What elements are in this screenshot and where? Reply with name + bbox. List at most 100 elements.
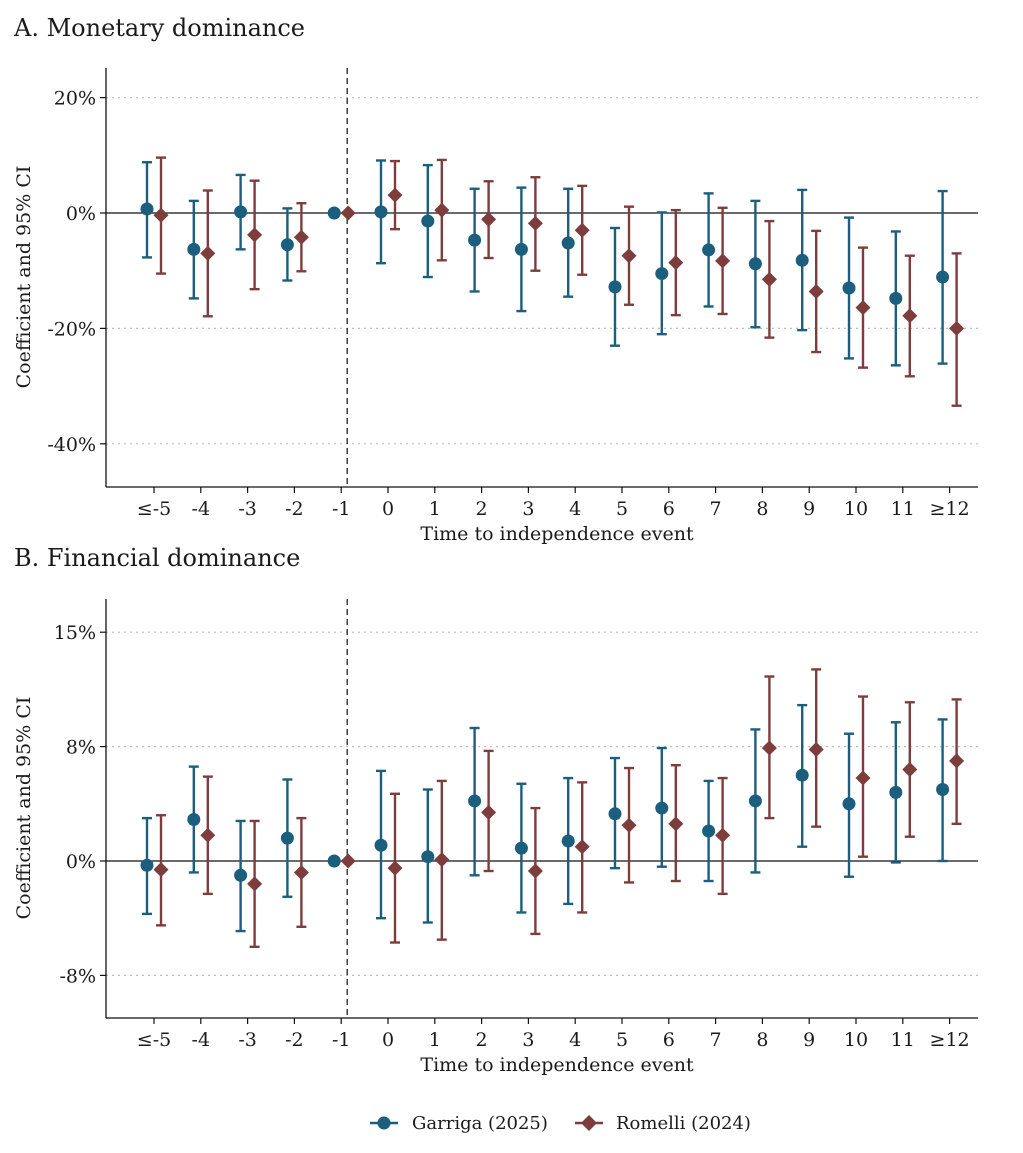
point-circle — [561, 834, 575, 848]
x-tick-label: 10 — [844, 498, 868, 520]
x-tick-label: 9 — [803, 1029, 815, 1051]
point-diamond — [293, 864, 309, 880]
legend-label-romelli: Romelli (2024) — [616, 1113, 751, 1134]
x-tick-label: 6 — [663, 1029, 675, 1051]
point-diamond — [527, 863, 543, 879]
point-diamond — [668, 816, 684, 832]
x-tick-label: 6 — [663, 498, 675, 520]
y-tick-label: 0% — [66, 203, 96, 225]
panel-b-y-axis-label: Coefficient and 95% CI — [13, 697, 35, 920]
x-tick-label: 1 — [429, 1029, 441, 1051]
point-diamond — [715, 253, 731, 269]
point-diamond — [808, 741, 824, 757]
point-circle — [748, 794, 762, 808]
point-diamond — [434, 852, 450, 868]
point-diamond — [434, 202, 450, 218]
x-tick-label: 3 — [522, 1029, 534, 1051]
x-tick-label: 5 — [616, 1029, 628, 1051]
y-tick-label: 0% — [66, 851, 96, 873]
x-tick-label: 7 — [710, 1029, 722, 1051]
point-circle — [795, 253, 809, 267]
point-circle — [655, 801, 669, 815]
point-diamond — [949, 320, 965, 336]
x-tick-label: 10 — [844, 1029, 868, 1051]
point-circle — [889, 291, 903, 305]
point-diamond — [949, 753, 965, 769]
point-diamond — [247, 876, 263, 892]
point-circle — [514, 841, 528, 855]
point-circle — [468, 233, 482, 247]
point-circle — [514, 242, 528, 256]
point-diamond — [293, 229, 309, 245]
point-diamond — [761, 271, 777, 287]
point-circle — [468, 794, 482, 808]
x-tick-label: 4 — [569, 498, 581, 520]
point-circle — [795, 768, 809, 782]
x-tick-label: 2 — [476, 1029, 488, 1051]
point-diamond — [855, 770, 871, 786]
x-tick-label: -3 — [238, 1029, 257, 1051]
point-circle — [702, 243, 716, 257]
point-diamond — [387, 187, 403, 203]
point-circle — [748, 257, 762, 271]
point-diamond — [247, 227, 263, 243]
x-tick-label: 9 — [803, 498, 815, 520]
x-tick-label: -1 — [332, 1029, 351, 1051]
x-tick-label: ≥12 — [930, 1029, 970, 1051]
point-circle — [234, 868, 248, 882]
point-circle — [187, 242, 201, 256]
x-tick-label: 8 — [756, 498, 768, 520]
point-circle — [140, 202, 154, 216]
y-tick-label: 15% — [54, 622, 96, 644]
panel-a: A. Monetary dominance 20% 0% -20% -40% ≤-5 -4… — [13, 14, 978, 545]
point-diamond — [527, 215, 543, 231]
x-tick-label: ≤-5 — [137, 498, 171, 520]
x-tick-label: 0 — [382, 498, 394, 520]
point-circle — [655, 267, 669, 281]
x-tick-label: 2 — [476, 498, 488, 520]
x-tick-label: -3 — [238, 498, 257, 520]
point-diamond — [574, 222, 590, 238]
y-tick-label: 8% — [66, 737, 96, 759]
point-circle — [421, 214, 435, 228]
x-tick-label: 11 — [891, 498, 915, 520]
point-circle — [842, 797, 856, 811]
y-tick-label: 20% — [54, 88, 96, 110]
point-diamond — [481, 211, 497, 227]
point-circle — [234, 205, 248, 219]
point-circle — [608, 280, 622, 294]
point-diamond — [200, 827, 216, 843]
point-circle — [936, 270, 950, 284]
point-circle — [327, 206, 341, 220]
point-circle — [374, 205, 388, 219]
point-circle — [608, 807, 622, 821]
x-tick-label: 11 — [891, 1029, 915, 1051]
y-tick-label: -8% — [59, 965, 96, 987]
x-tick-label: -1 — [332, 498, 351, 520]
point-diamond — [715, 827, 731, 843]
x-tick-label: 1 — [429, 498, 441, 520]
x-tick-label: -2 — [285, 1029, 304, 1051]
panel-a-plot: 20% 0% -20% -40% ≤-5 -4 -3 -2 -1 0 1 2 3 4 5 6 7 8 9 10 11 ≥1… — [47, 68, 978, 520]
panel-b-title: B. Financial dominance — [14, 544, 300, 572]
point-circle — [421, 850, 435, 864]
point-diamond — [808, 283, 824, 299]
legend-label-garriga: Garriga (2025) — [412, 1113, 548, 1134]
panel-b-x-axis-label: Time to independence event — [420, 1054, 694, 1076]
legend-item-romelli: Romelli (2024) — [575, 1113, 751, 1134]
legend-item-garriga: Garriga (2025) — [370, 1113, 548, 1134]
point-circle — [327, 854, 341, 868]
point-diamond — [153, 207, 169, 223]
point-circle — [140, 858, 154, 872]
y-tick-label: -20% — [47, 318, 96, 340]
point-diamond — [200, 245, 216, 261]
panel-a-y-axis-label: Coefficient and 95% CI — [13, 166, 35, 389]
point-diamond — [340, 205, 356, 221]
point-circle — [187, 813, 201, 827]
point-circle — [280, 831, 294, 845]
panel-b: B. Financial dominance 15% 8% 0% -8% ≤-5 -4 -3… — [13, 544, 978, 1076]
legend: Garriga (2025) Romelli (2024) — [370, 1113, 751, 1134]
point-diamond — [621, 248, 637, 264]
legend-circle-icon — [377, 1116, 391, 1130]
